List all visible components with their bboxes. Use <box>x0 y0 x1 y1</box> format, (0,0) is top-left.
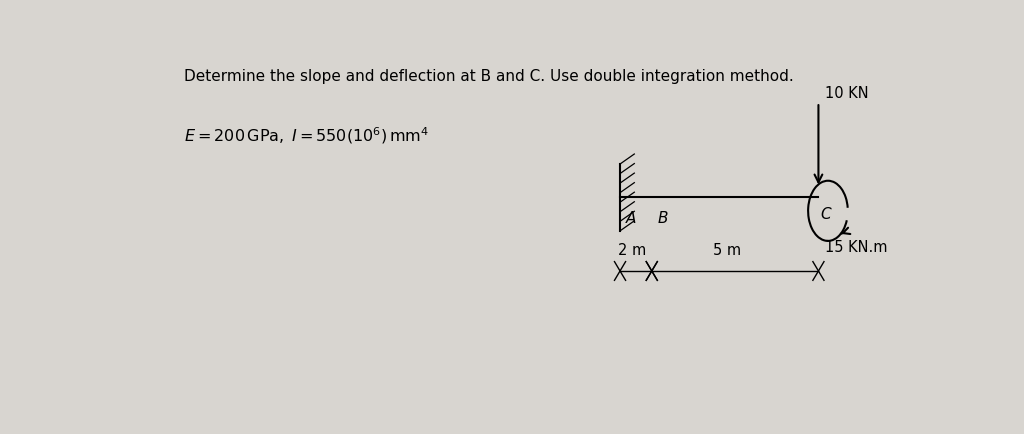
Text: $E = 200\,\mathrm{GPa},\; I = 550(10^6)\,\mathrm{mm}^4$: $E = 200\,\mathrm{GPa},\; I = 550(10^6)\… <box>183 125 429 146</box>
Text: Determine the slope and deflection at B and C. Use double integration method.: Determine the slope and deflection at B … <box>183 69 794 84</box>
Text: A: A <box>626 211 636 226</box>
Text: 15 KN.m: 15 KN.m <box>824 240 887 255</box>
Text: 10 KN: 10 KN <box>824 86 868 102</box>
Text: B: B <box>657 211 668 226</box>
Text: C: C <box>820 207 830 222</box>
Text: 5 m: 5 m <box>713 243 741 258</box>
Text: 2 m: 2 m <box>617 243 646 258</box>
